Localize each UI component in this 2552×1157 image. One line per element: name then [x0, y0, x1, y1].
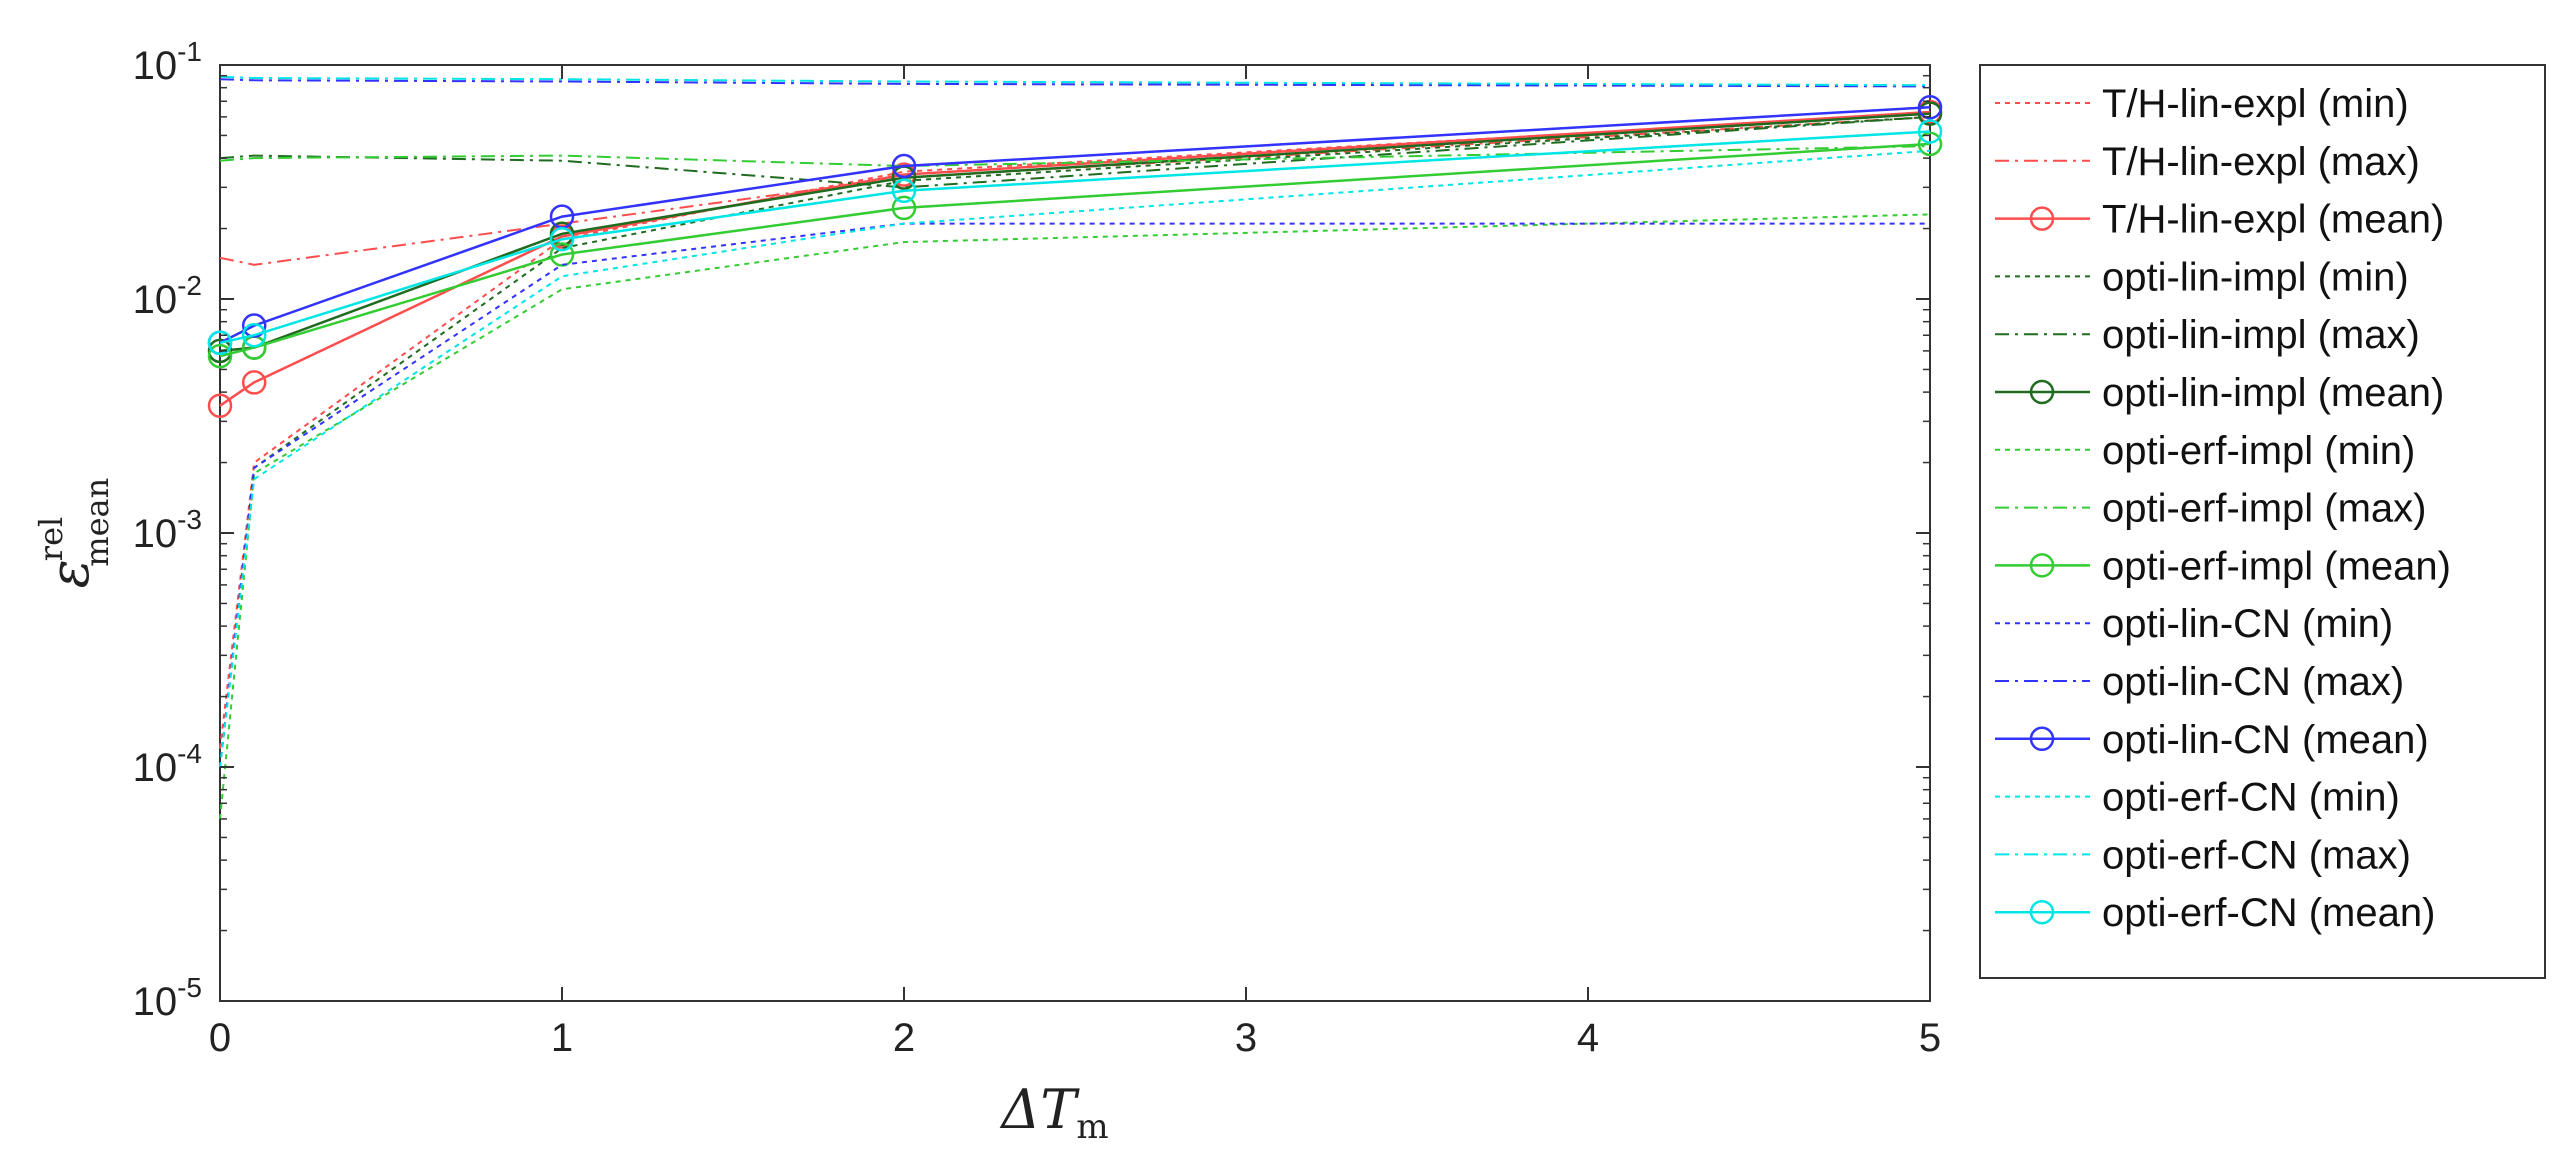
legend: T/H-lin-expl (min) T/H-lin-expl (max) T/H-… — [1979, 64, 2546, 979]
y-ticks: 10-5 10-4 10-3 10-2 10-1 — [133, 36, 1930, 1024]
x-tick-label: 2 — [893, 1016, 915, 1060]
plot-frame — [219, 64, 1931, 1002]
legend-items: T/H-lin-expl (min) T/H-lin-expl (max) T/H-… — [1995, 82, 2451, 935]
legend-label: opti-lin-CN (mean) — [2102, 718, 2429, 762]
series-line — [219, 149, 1931, 768]
series — [219, 75, 1931, 87]
x-ticks: 0 1 2 3 4 5 — [209, 65, 1941, 1060]
data-point — [241, 322, 267, 348]
legend-label: opti-erf-CN (mean) — [2102, 891, 2435, 935]
legend-item: opti-lin-CN (max) — [1995, 660, 2404, 704]
legend-label: opti-erf-impl (mean) — [2102, 544, 2451, 588]
x-tick-label: 1 — [551, 1016, 573, 1060]
series-line — [219, 110, 1931, 407]
data-point — [1917, 101, 1943, 126]
x-axis-label-subscript: m — [1076, 1107, 1108, 1147]
legend-item: T/H-lin-expl (max) — [1995, 140, 2420, 184]
series — [219, 115, 1931, 189]
series — [219, 213, 1931, 819]
series-line — [219, 213, 1931, 819]
legend-marker — [2029, 726, 2055, 752]
data-point — [891, 153, 917, 179]
legend-item: opti-erf-CN (min) — [1995, 776, 2400, 820]
y-axis-label-subscript: mean — [78, 478, 116, 567]
series-line — [219, 115, 1931, 189]
legend-marker — [2029, 553, 2055, 578]
legend-item: opti-erf-CN (mean) — [1995, 891, 2435, 935]
legend-item: opti-lin-impl (min) — [1995, 255, 2409, 299]
legend-item: opti-lin-impl (mean) — [1995, 371, 2444, 415]
legend-item: opti-lin-CN (min) — [1995, 602, 2393, 646]
legend-label: opti-erf-impl (min) — [2102, 429, 2415, 473]
data-point — [1917, 94, 1943, 120]
data-point — [549, 221, 575, 247]
legend-label: T/H-lin-expl (mean) — [2102, 198, 2444, 242]
series-line — [219, 145, 1931, 168]
data-point — [241, 313, 267, 338]
series — [219, 112, 1931, 749]
y-axis-label-main: ε — [38, 559, 101, 588]
x-tick-label: 5 — [1919, 1016, 1941, 1060]
series-layer — [207, 75, 1943, 819]
legend-label: opti-lin-CN (max) — [2102, 660, 2404, 704]
legend-item: opti-erf-CN (max) — [1995, 833, 2411, 877]
legend-item: opti-lin-impl (max) — [1995, 313, 2420, 357]
series — [219, 149, 1931, 768]
y-tick-label: 10-1 — [133, 36, 202, 88]
legend-label: opti-lin-impl (mean) — [2102, 371, 2444, 415]
data-point — [549, 242, 575, 267]
legend-item: opti-lin-CN (mean) — [1995, 718, 2429, 762]
y-tick-label: 10-3 — [133, 504, 202, 556]
series — [219, 78, 1931, 88]
x-tick-label: 4 — [1577, 1016, 1599, 1060]
x-tick-label: 0 — [209, 1016, 231, 1060]
legend-label: opti-lin-impl (min) — [2102, 255, 2409, 299]
y-tick-label: 10-5 — [133, 972, 202, 1024]
legend-item: T/H-lin-expl (min) — [1995, 82, 2409, 126]
legend-item: opti-erf-impl (mean) — [1995, 544, 2451, 588]
data-point — [207, 393, 233, 418]
legend-item: opti-erf-impl (min) — [1995, 429, 2415, 473]
legend-label: opti-erf-impl (max) — [2102, 487, 2426, 531]
data-point — [1917, 119, 1943, 144]
data-point — [1917, 131, 1943, 157]
data-point — [207, 330, 233, 356]
data-point — [891, 178, 917, 204]
series-line — [219, 78, 1931, 88]
legend-marker — [2029, 899, 2055, 925]
legend-marker — [2029, 206, 2055, 231]
series-line — [219, 75, 1931, 87]
series-line — [219, 112, 1931, 749]
legend-label: opti-erf-CN (max) — [2102, 833, 2411, 877]
legend-label: T/H-lin-expl (max) — [2102, 140, 2420, 184]
legend-item: opti-erf-impl (max) — [1995, 487, 2426, 531]
y-tick-label: 10-2 — [133, 270, 202, 322]
data-point — [207, 343, 233, 369]
legend-box — [1979, 64, 2546, 979]
legend-label: opti-lin-impl (max) — [2102, 313, 2420, 357]
plot-area: 0 1 2 3 4 5 10-5 10-4 10-3 10-2 10-1 — [133, 36, 1943, 1060]
series — [207, 119, 1943, 356]
legend-label: opti-erf-CN (min) — [2102, 776, 2400, 820]
y-tick-label: 10-4 — [133, 738, 202, 790]
x-axis-label: ΔTm — [999, 1078, 1108, 1147]
legend-label: opti-lin-CN (min) — [2102, 602, 2393, 646]
legend-marker — [2029, 379, 2055, 405]
series — [219, 145, 1931, 168]
legend-label: T/H-lin-expl (min) — [2102, 82, 2409, 126]
data-point — [241, 370, 267, 395]
x-axis-label-main: ΔT — [999, 1078, 1080, 1141]
x-tick-label: 3 — [1235, 1016, 1257, 1060]
y-axis-label-superscript: rel — [32, 517, 70, 561]
data-point — [891, 195, 917, 221]
legend-item: T/H-lin-expl (mean) — [1995, 198, 2444, 242]
data-point — [549, 227, 575, 252]
y-axis-label: εrel mean — [32, 478, 116, 588]
